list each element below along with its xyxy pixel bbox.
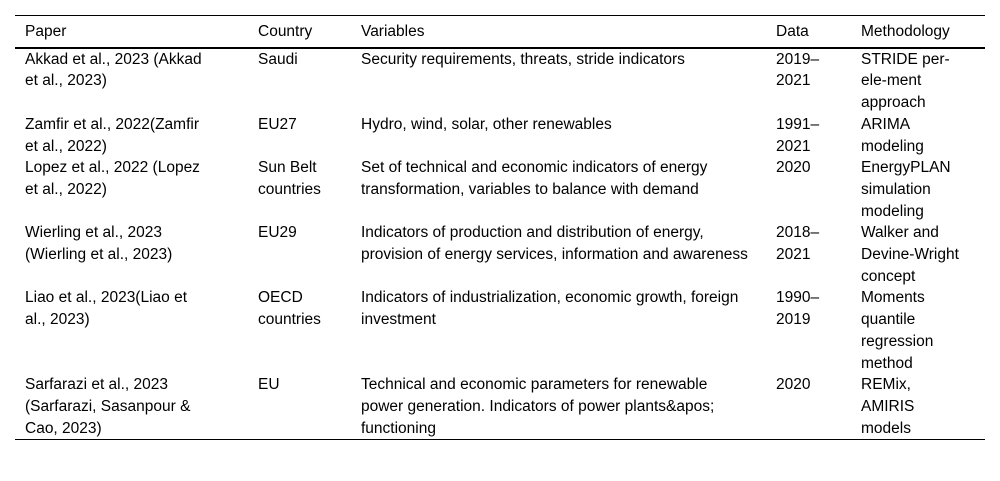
cell-country: EU27 bbox=[258, 115, 297, 133]
table-header-row: Paper Country Variables Data Methodology bbox=[15, 15, 985, 49]
cell-paper: Wierling et al., 2023 (Wierling et al., … bbox=[25, 224, 173, 264]
cell-data: 1991–2021 bbox=[776, 115, 820, 155]
cell-paper: Liao et al., 2023(Liao et al., 2023) bbox=[25, 289, 188, 329]
table-row: Lopez et al., 2022 (Lopez et al., 2022) … bbox=[15, 157, 985, 222]
cell-country: OECD countries bbox=[258, 289, 321, 329]
cell-data: 2020 bbox=[776, 376, 811, 394]
cell-methodology: REMix, AMIRIS models bbox=[861, 376, 915, 437]
cell-country: EU29 bbox=[258, 224, 297, 242]
cell-country: Saudi bbox=[258, 50, 298, 68]
cell-variables: Indicators of production and distributio… bbox=[361, 224, 748, 264]
cell-paper: Lopez et al., 2022 (Lopez et al., 2022) bbox=[25, 159, 200, 198]
column-header-country: Country bbox=[257, 15, 360, 49]
cell-country: EU bbox=[258, 376, 280, 394]
cell-methodology: Moments quantile regression method bbox=[861, 289, 934, 372]
column-header-data: Data bbox=[775, 15, 860, 49]
cell-data: 2020 bbox=[776, 159, 811, 177]
cell-paper: Zamfir et al., 2022(Zamfir et al., 2022) bbox=[25, 115, 199, 155]
cell-data: 1990–2019 bbox=[776, 289, 820, 329]
table-row: Zamfir et al., 2022(Zamfir et al., 2022)… bbox=[15, 114, 985, 157]
cell-methodology: STRIDE per-ele-ment approach bbox=[861, 50, 950, 112]
cell-data: 2018–2021 bbox=[776, 224, 820, 264]
cell-data: 2019–2021 bbox=[776, 50, 820, 90]
cell-country: Sun Belt countries bbox=[258, 159, 321, 198]
table-row: Wierling et al., 2023 (Wierling et al., … bbox=[15, 222, 985, 287]
cell-methodology: Walker and Devine-Wright concept bbox=[861, 224, 959, 285]
cell-methodology: EnergyPLAN simulation modeling bbox=[861, 159, 951, 220]
table-row: Sarfarazi et al., 2023 (Sarfarazi, Sasan… bbox=[15, 374, 985, 440]
literature-review-table: Paper Country Variables Data Methodology… bbox=[15, 15, 985, 441]
table-row: Akkad et al., 2023 (Akkad et al., 2023) … bbox=[15, 48, 985, 114]
cell-paper: Akkad et al., 2023 (Akkad et al., 2023) bbox=[25, 50, 202, 90]
column-header-methodology: Methodology bbox=[860, 15, 985, 49]
column-header-paper: Paper bbox=[15, 15, 257, 49]
cell-variables: Technical and economic parameters for re… bbox=[361, 376, 715, 437]
cell-variables: Security requirements, threats, stride i… bbox=[361, 50, 685, 68]
cell-variables: Indicators of industrialization, economi… bbox=[361, 289, 739, 329]
cell-variables: Set of technical and economic indicators… bbox=[361, 159, 708, 198]
cell-methodology: ARIMA modeling bbox=[861, 115, 924, 155]
column-header-variables: Variables bbox=[360, 15, 775, 49]
cell-paper: Sarfarazi et al., 2023 (Sarfarazi, Sasan… bbox=[25, 376, 191, 437]
cell-variables: Hydro, wind, solar, other renewables bbox=[361, 115, 612, 133]
table-row: Liao et al., 2023(Liao et al., 2023) OEC… bbox=[15, 287, 985, 374]
